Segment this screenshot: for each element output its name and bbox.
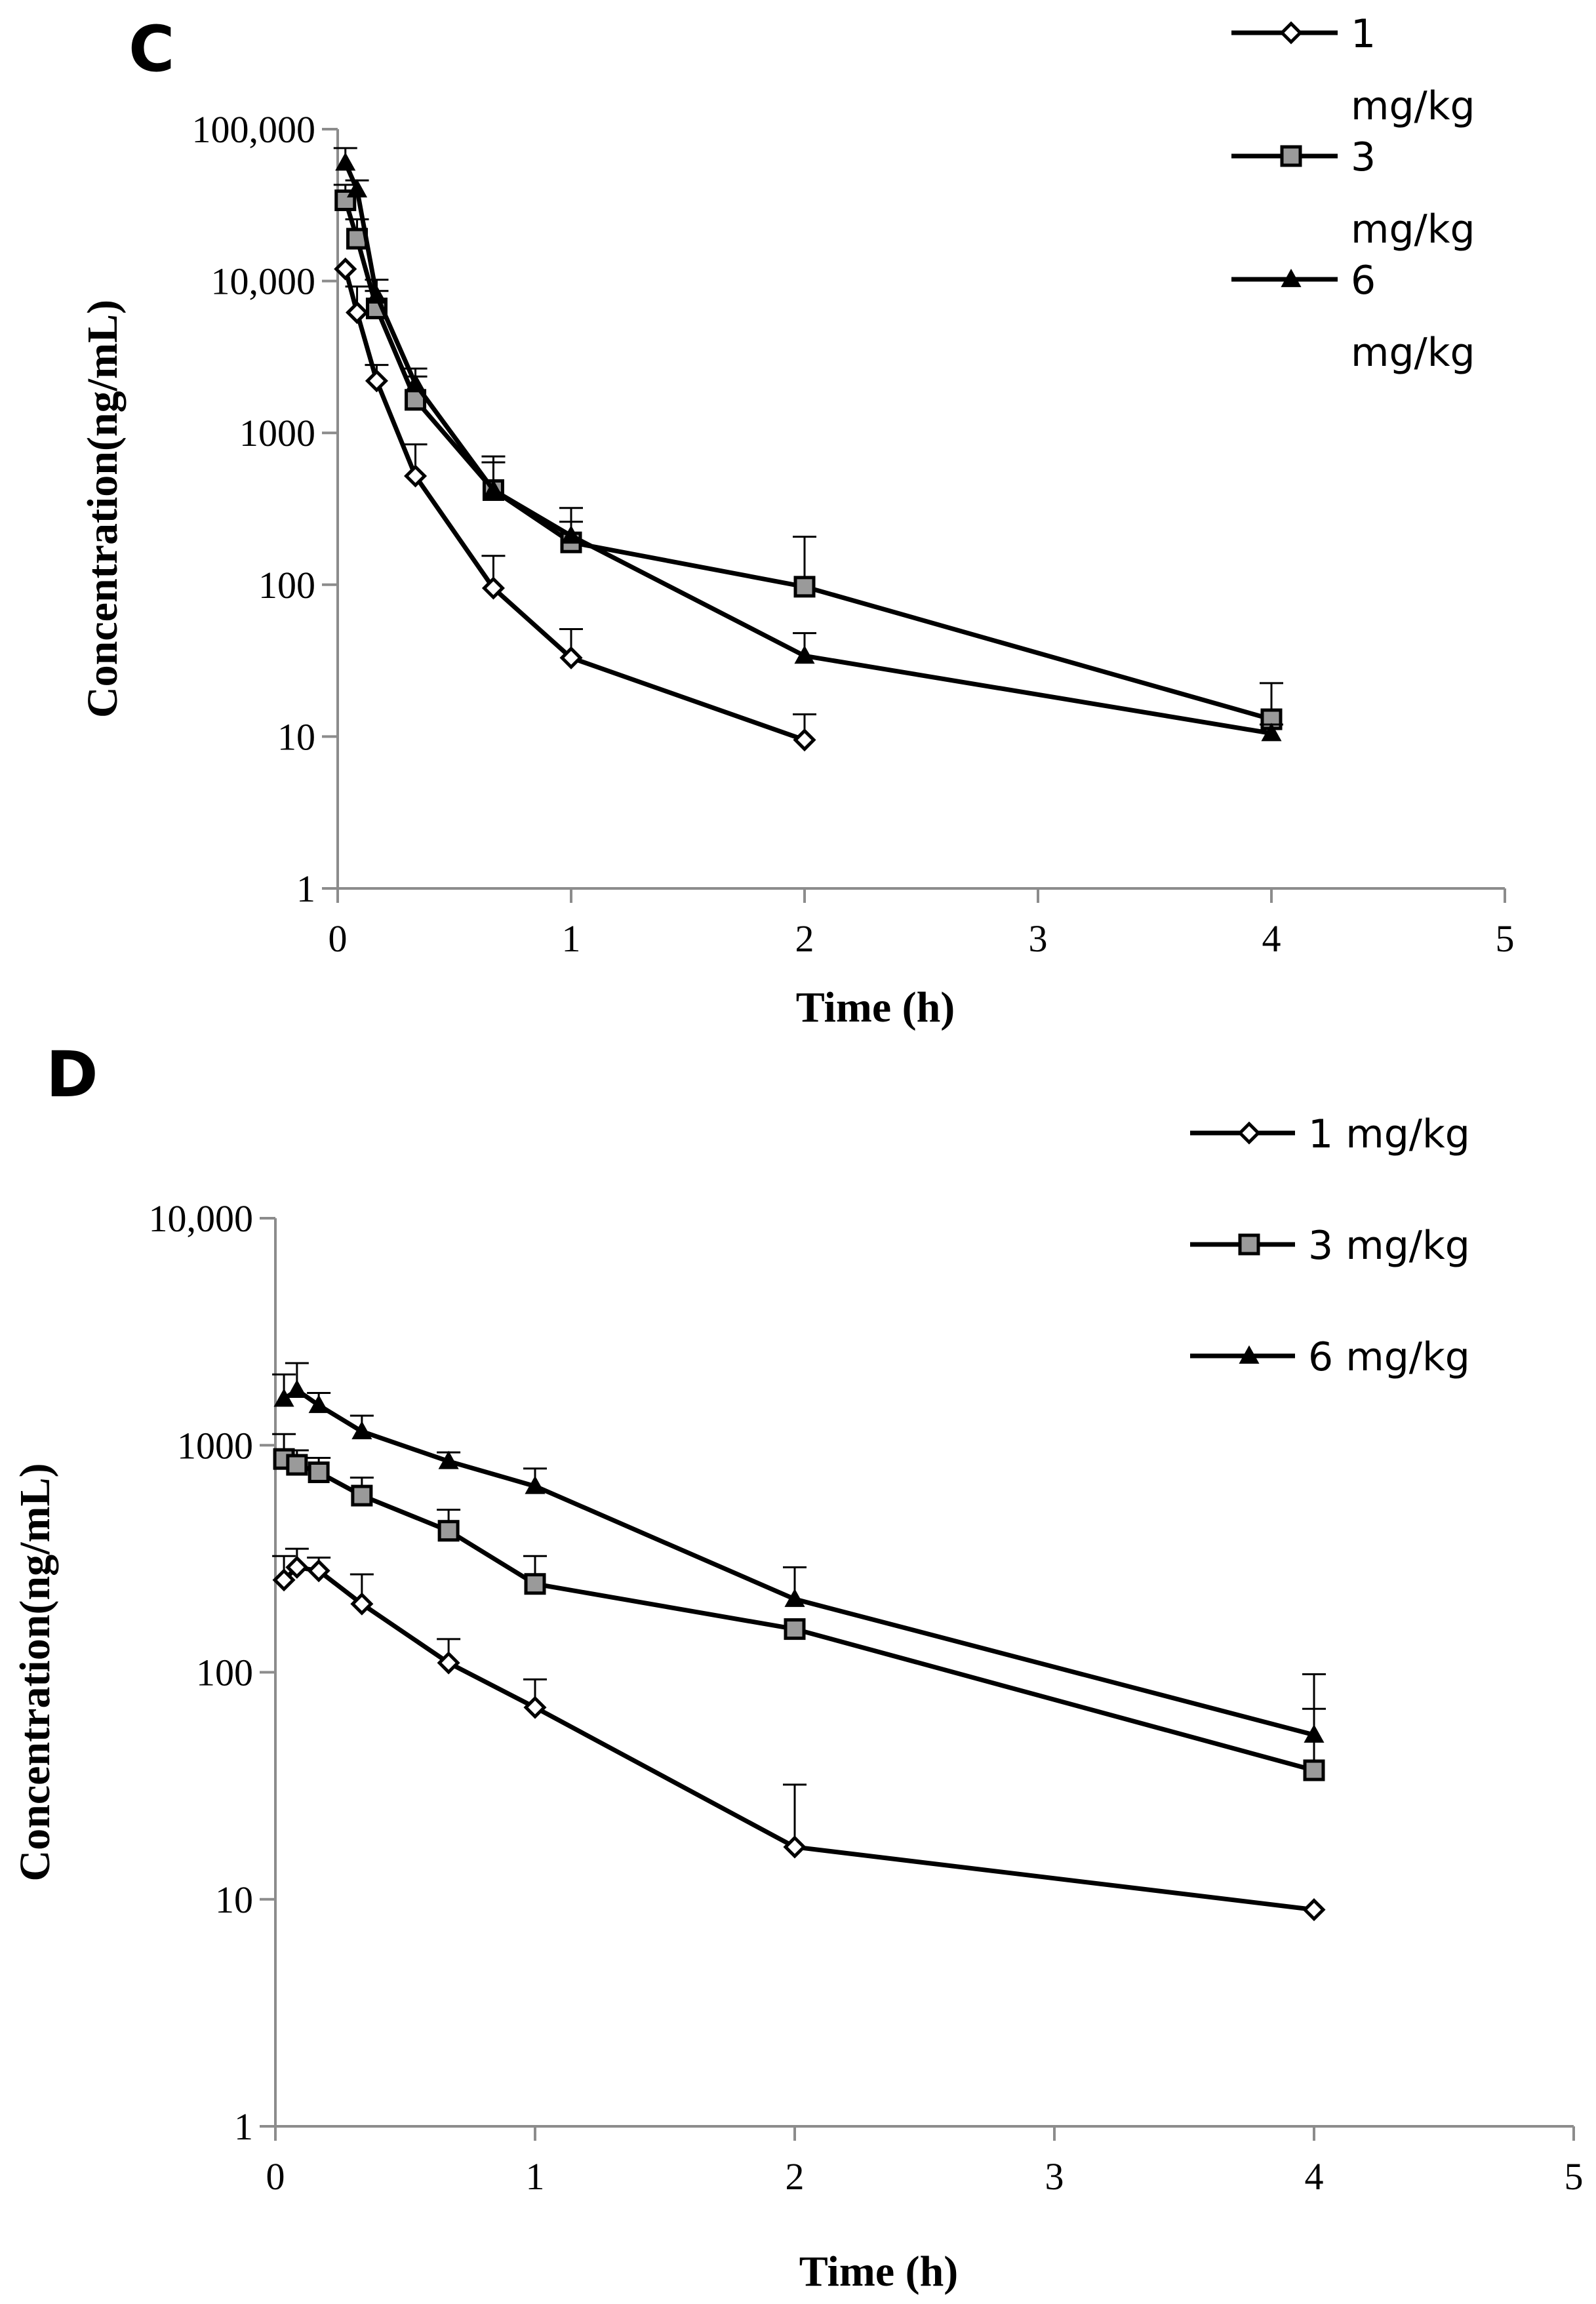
data-point-square xyxy=(286,1454,308,1476)
panel-d-y-tick-label: 10 xyxy=(215,1878,253,1921)
data-point-triangle xyxy=(438,1450,459,1469)
panel-c-letter: C xyxy=(129,12,174,86)
data-point-triangle xyxy=(273,1388,294,1407)
series-line xyxy=(343,199,1272,722)
panel-c-series-triangle xyxy=(333,147,1283,742)
panel-d-series-diamond xyxy=(272,1547,1326,1922)
data-point-diamond xyxy=(272,1568,296,1592)
data-point-square xyxy=(784,1618,806,1640)
panel-d-y-axis-title: Concentration(ng/mL) xyxy=(11,1463,59,1882)
data-point-diamond xyxy=(793,728,816,752)
panel-c-x-tick-label: 2 xyxy=(795,917,814,960)
data-point-triangle xyxy=(794,645,815,664)
legend-label: 1 mg/kg xyxy=(1308,1111,1470,1157)
legend-label: mg/kg xyxy=(1351,207,1475,252)
data-point-triangle xyxy=(525,1475,546,1494)
panel-c-legend: 1 mg/kg 3 mg/kg 6 mg/kg xyxy=(1231,11,1475,376)
panel-c-y-tick-label: 10,000 xyxy=(211,260,316,303)
data-point-diamond xyxy=(334,257,357,281)
data-point-diamond xyxy=(404,464,428,488)
data-point-diamond xyxy=(559,646,583,669)
legend-marker-triangle xyxy=(1239,1345,1260,1364)
legend-label: 3 xyxy=(1351,134,1376,180)
panel-d-y-tick-label: 100 xyxy=(196,1652,253,1694)
data-point-diamond xyxy=(346,301,369,325)
data-point-triangle xyxy=(1304,1724,1325,1743)
panel-d-x-tick-label: 1 xyxy=(526,2155,545,2198)
panel-c-x-tick-label: 0 xyxy=(329,917,348,960)
panel-c-y-tick-label: 1000 xyxy=(239,412,315,454)
legend-marker-square xyxy=(1280,145,1302,167)
panel-c-y-axis-title: Concentration(ng/mL) xyxy=(79,300,127,718)
legend-marker-square xyxy=(1238,1233,1260,1256)
legend-marker-diamond xyxy=(1237,1121,1261,1145)
legend-label: 6 xyxy=(1351,258,1376,304)
data-point-square xyxy=(793,576,816,598)
data-point-diamond xyxy=(437,1651,460,1675)
panel-d-y-tick-label: 1000 xyxy=(177,1424,253,1467)
panel-c-series-square xyxy=(333,184,1283,730)
panel-d-x-tick-label: 5 xyxy=(1565,2155,1584,2198)
data-point-diamond xyxy=(1302,1898,1326,1922)
panel-c-x-tick-label: 1 xyxy=(562,917,581,960)
data-point-square xyxy=(524,1573,546,1595)
panel-c-x-tick-label: 4 xyxy=(1262,917,1281,960)
data-point-triangle xyxy=(351,1421,372,1440)
series-line xyxy=(283,1456,1315,1773)
data-point-triangle xyxy=(405,373,426,392)
data-point-triangle xyxy=(483,479,504,498)
legend-label: 1 xyxy=(1351,11,1376,57)
panel-c-series-diamond xyxy=(334,257,816,752)
data-point-diamond xyxy=(783,1835,807,1859)
legend-label: 6 mg/kg xyxy=(1308,1334,1470,1380)
data-point-diamond xyxy=(523,1696,547,1719)
panel-c-y-tick-label: 10 xyxy=(277,715,315,758)
data-point-triangle xyxy=(335,152,356,171)
panel-c-x-axis-title: Time (h) xyxy=(796,983,955,1031)
panel-d-x-tick-label: 2 xyxy=(786,2155,805,2198)
legend-marker-diamond xyxy=(1279,21,1303,45)
data-point-square xyxy=(351,1484,373,1507)
panel-c-y-tick-label: 100 xyxy=(258,564,315,606)
data-point-diamond xyxy=(350,1592,374,1616)
panel-d-y-tick-label: 10,000 xyxy=(149,1197,254,1240)
data-point-triangle xyxy=(561,525,582,544)
data-point-triangle xyxy=(366,285,388,304)
panel-d-x-tick-label: 0 xyxy=(266,2155,285,2198)
data-point-diamond xyxy=(285,1555,309,1579)
data-point-triangle xyxy=(287,1380,308,1398)
panel-c-y-tick-label: 100,000 xyxy=(192,108,316,151)
panel-d-legend: 1 mg/kg 3 mg/kg 6 mg/kg xyxy=(1190,1111,1470,1380)
panel-d-letter: D xyxy=(46,1038,98,1111)
panel-c-y-tick-label: 1 xyxy=(296,867,315,910)
panel-d-y-tick-label: 1 xyxy=(234,2105,253,2148)
legend-label: mg/kg xyxy=(1351,330,1475,376)
data-point-triangle xyxy=(1261,723,1282,742)
data-point-square xyxy=(308,1461,330,1484)
panel-c-x-tick-label: 3 xyxy=(1029,917,1048,960)
panel-c-x-tick-label: 5 xyxy=(1496,917,1515,960)
series-line xyxy=(343,268,806,742)
legend-marker-triangle xyxy=(1281,268,1302,287)
series-line xyxy=(283,1387,1315,1738)
data-point-diamond xyxy=(481,576,505,600)
data-point-triangle xyxy=(308,1395,329,1414)
legend-label: 3 mg/kg xyxy=(1308,1223,1470,1269)
panel-d-x-tick-label: 4 xyxy=(1305,2155,1324,2198)
data-point-triangle xyxy=(784,1588,805,1607)
data-point-square xyxy=(437,1520,460,1542)
data-point-square xyxy=(1303,1759,1325,1781)
data-point-triangle xyxy=(346,179,368,198)
data-point-diamond xyxy=(307,1559,330,1583)
legend-label: mg/kg xyxy=(1351,83,1475,129)
series-line xyxy=(343,161,1272,736)
panel-d-series-triangle xyxy=(272,1362,1326,1743)
data-point-diamond xyxy=(365,369,388,393)
panel-d-x-tick-label: 3 xyxy=(1045,2155,1064,2198)
panel-d-x-axis-title: Time (h) xyxy=(799,2248,959,2295)
